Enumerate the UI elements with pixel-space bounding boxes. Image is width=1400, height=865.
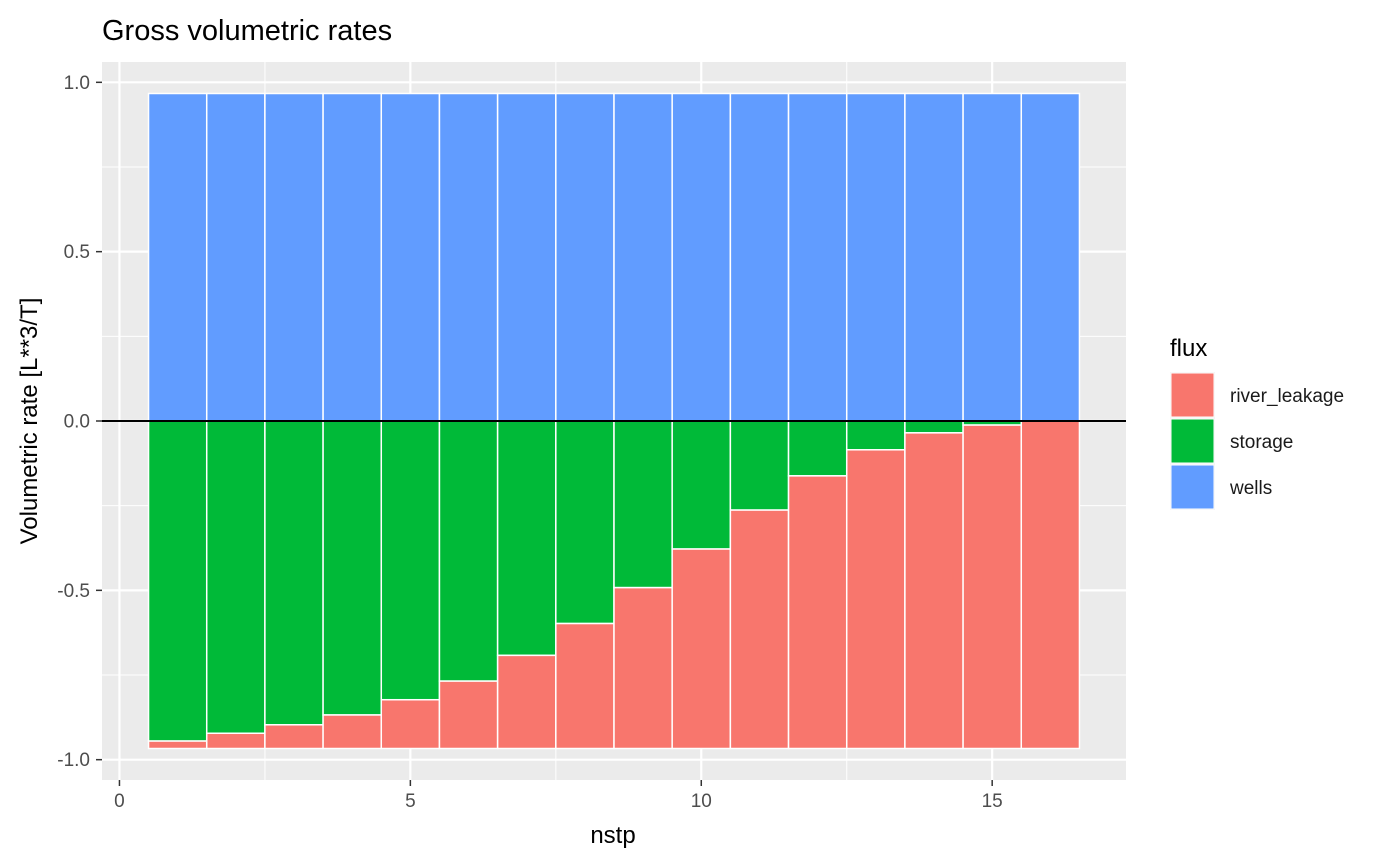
bar-storage [496, 420, 557, 657]
x-axis-title: nstp [590, 822, 635, 849]
bar-wells [613, 92, 673, 422]
x-axis: 0 5 10 15 [114, 780, 1003, 812]
legend-label-storage: storage [1230, 432, 1293, 453]
x-tick-label: 5 [405, 791, 416, 812]
bar-storage [264, 420, 324, 726]
bar-wells [787, 92, 848, 422]
bars-layer [147, 92, 1081, 750]
legend-label-river-leakage: river_leakage [1230, 386, 1344, 407]
chart-title: Gross volumetric rates [102, 15, 392, 47]
legend-label-wells: wells [1229, 478, 1272, 499]
bar-river-leakage [671, 548, 732, 750]
bar-river-leakage [205, 732, 266, 750]
bar-storage [322, 420, 383, 716]
bar-river-leakage [787, 475, 848, 750]
y-axis: 1.0 0.5 0.0 -0.5 -1.0 [57, 73, 102, 771]
bar-wells [904, 92, 964, 422]
bar-storage [845, 420, 906, 451]
bar-storage [205, 420, 266, 735]
bar-wells [205, 92, 266, 422]
bar-storage [671, 420, 732, 550]
bar-river-leakage [496, 654, 557, 750]
bar-river-leakage [845, 449, 906, 750]
bar-wells [380, 92, 441, 422]
bar-storage [438, 420, 499, 682]
bar-wells [147, 92, 208, 422]
legend-title: flux [1170, 335, 1207, 362]
bar-storage [729, 420, 790, 511]
y-tick-label: -1.0 [57, 750, 90, 771]
x-tick-label: 15 [982, 791, 1003, 812]
y-axis-title: Volumetric rate [L**3/T] [16, 298, 43, 545]
y-tick-label: 0.0 [64, 412, 90, 433]
bar-river-leakage [904, 432, 964, 750]
bar-storage [613, 420, 673, 589]
bar-storage [787, 420, 848, 477]
bar-river-leakage [613, 586, 673, 750]
bar-river-leakage [147, 740, 208, 750]
bar-river-leakage [264, 724, 324, 750]
bar-river-leakage [962, 424, 1023, 750]
bar-storage [147, 420, 208, 742]
y-tick-label: 0.5 [64, 242, 90, 263]
legend-key-storage [1170, 418, 1215, 464]
bar-storage [555, 420, 615, 625]
bar-storage [380, 420, 441, 701]
bar-wells [438, 92, 499, 422]
bar-wells [264, 92, 324, 422]
bar-storage [904, 420, 964, 434]
x-tick-label: 10 [691, 791, 712, 812]
bar-wells [496, 92, 557, 422]
bar-wells [322, 92, 383, 422]
bar-wells [729, 92, 790, 422]
bar-wells [1020, 92, 1081, 422]
bar-river-leakage [555, 622, 615, 750]
bar-river-leakage [380, 698, 441, 750]
bar-wells [671, 92, 732, 422]
bar-wells [555, 92, 615, 422]
bar-river-leakage [729, 509, 790, 750]
bar-wells [962, 92, 1023, 422]
y-tick-label: 1.0 [64, 73, 90, 94]
legend-key-wells [1170, 464, 1215, 510]
y-tick-label: -0.5 [57, 581, 90, 602]
bar-river-leakage [438, 680, 499, 750]
legend-key-river-leakage [1170, 372, 1215, 418]
x-tick-label: 0 [114, 791, 125, 812]
bar-river-leakage [322, 714, 383, 750]
bar-river-leakage [1020, 420, 1081, 750]
bar-wells [845, 92, 906, 422]
